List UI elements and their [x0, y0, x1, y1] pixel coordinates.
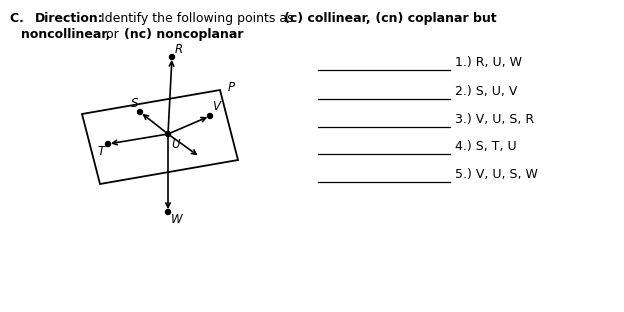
- Text: P: P: [228, 81, 235, 94]
- Circle shape: [165, 209, 170, 215]
- Text: (c) collinear,: (c) collinear,: [284, 12, 371, 25]
- Circle shape: [165, 131, 170, 137]
- Text: S: S: [130, 97, 138, 110]
- Text: or: or: [102, 28, 122, 41]
- Circle shape: [170, 55, 175, 60]
- Text: 3.) V, U, S, R: 3.) V, U, S, R: [455, 113, 534, 126]
- Text: V: V: [212, 100, 220, 113]
- Circle shape: [137, 110, 142, 115]
- Text: (cn) coplanar but: (cn) coplanar but: [371, 12, 496, 25]
- Text: T: T: [98, 145, 105, 158]
- Text: 4.) S, T, U: 4.) S, T, U: [455, 140, 517, 153]
- Text: 5.) V, U, S, W: 5.) V, U, S, W: [455, 168, 538, 181]
- Text: R: R: [175, 43, 183, 56]
- Circle shape: [208, 114, 213, 119]
- Text: 1.) R, U, W: 1.) R, U, W: [455, 56, 522, 69]
- Text: U: U: [171, 138, 180, 151]
- Text: 2.) S, U, V: 2.) S, U, V: [455, 85, 517, 98]
- Text: C.: C.: [10, 12, 32, 25]
- Text: Direction:: Direction:: [35, 12, 104, 25]
- Text: (nc) noncoplanar: (nc) noncoplanar: [124, 28, 243, 41]
- Text: Identify the following points as: Identify the following points as: [97, 12, 298, 25]
- Text: noncollinear,: noncollinear,: [21, 28, 110, 41]
- Text: W: W: [171, 213, 183, 226]
- Circle shape: [105, 142, 110, 147]
